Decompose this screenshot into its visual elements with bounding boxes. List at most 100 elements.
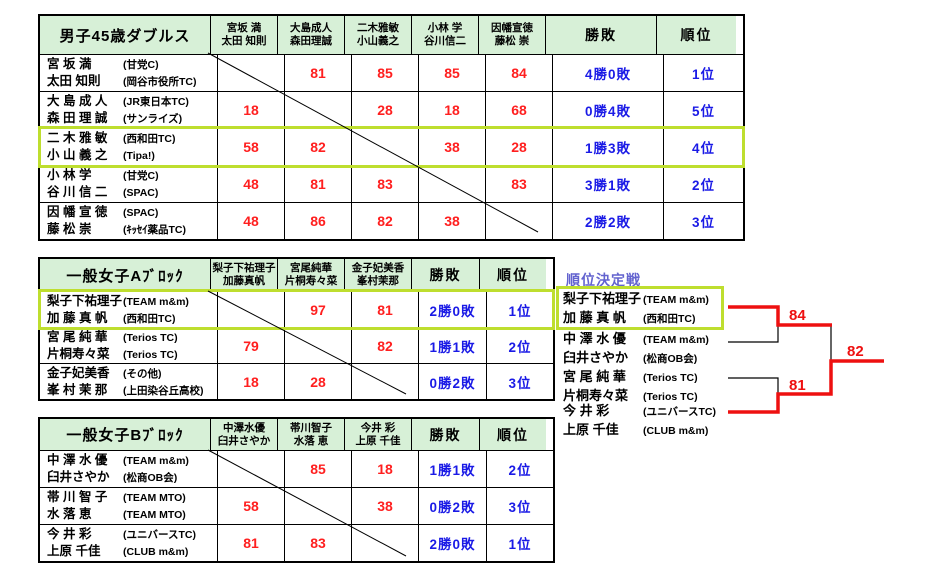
player-1-club: (TEAM m&m) [643,294,709,306]
opponent-name-2: 加藤真帆 [223,275,265,287]
table-row: 梨子下祐理子(TEAM m&m) 加 藤 真 帆 (西和田TC) 97 81 2勝… [38,289,555,330]
rank-cell: 1位 [486,292,553,327]
win-loss-cell: 0勝2敗 [418,488,486,524]
player-1-name: 因 幡 宣 徳 [47,205,108,219]
score-cell: 83 [351,166,418,202]
player-1-club: (TEAM MTO) [123,492,186,504]
player-1-club: (その他) [123,367,162,380]
result-header: 勝敗 [411,259,479,291]
score-cell [217,292,284,327]
opponent-name-1: 帯川智子 [290,421,332,434]
player-2-club: (Terios TC) [643,391,698,403]
score-cell: 18 [418,92,485,128]
opponent-header-cell: 小林 学谷川信二 [411,16,478,54]
score-cell: 79 [217,328,284,363]
player-2-name: 水 落 恵 [47,507,92,521]
player-1-name: 大 島 成 人 [47,94,108,108]
player-1-name: 宮 尾 純 華 [47,329,108,344]
opponent-name-2: 片桐寿々菜 [284,275,338,287]
player-1-name: 宮 坂 満 [47,57,92,71]
opponent-header-cell: 二木雅敏 小山義之 [344,16,411,54]
score-cell: 82 [351,328,418,363]
score-cell: 18 [351,451,418,487]
result-header: 勝敗 [545,16,656,54]
score-cell: 81 [284,55,351,91]
win-loss-cell: 1勝3敗 [552,129,663,165]
score-cell: 38 [418,203,485,239]
player-1-name: 帯 川 智 子 [47,490,108,504]
table-row: 今 井 彩 (ユニバースTC) 上原 千佳 (CLUB m&m) 81 83 2勝0… [40,525,553,561]
rank-cell: 3位 [663,203,743,239]
opponent-name-1: 梨子下祐理子 [212,262,276,274]
opponent-name-1: 宮尾純華 [290,262,332,274]
team-name-cell: 宮 尾 純 華 (Terios TC) 片桐寿々菜 (Terios TC) [40,328,217,363]
table-title: 一般女子Bﾌﾞﾛｯｸ [40,419,210,450]
player-2-club: (Terios TC) [123,348,178,361]
player-2-club: (松商OB会) [123,472,178,484]
bracket-line-loser-team2 [728,325,779,343]
table-row: 大 島 成 人 (JR東日本TC) 森 田 理 誠 (サンライズ) 18 28 18… [40,92,743,129]
player-1-club: (甘党C) [123,170,159,182]
player-2-club: (上田染谷丘高校) [123,384,204,397]
player-1-club: (JR東日本TC) [123,96,189,108]
rank-cell: 2位 [486,328,553,363]
opponent-name-1: 因幡宣徳 [491,22,533,34]
score-cell: 38 [351,488,418,524]
player-2-name: 加 藤 真 帆 [563,310,626,325]
team-name-cell: 宮 坂 満 (甘党C) 太田 知則 (岡谷市役所TC) [40,55,217,91]
team-name-cell: 今 井 彩 (ユニバースTC) 上原 千佳 (CLUB m&m) [40,525,217,561]
opponent-name-1: 大島成人 [290,22,332,34]
win-loss-cell: 4勝0敗 [552,55,663,91]
score-cell: 18 [217,92,284,128]
win-loss-cell: 1勝1敗 [418,451,486,487]
opponent-header-cell: 帯川智子 水落 恵 [277,419,344,450]
table-title: 男子45歳ダブルス [40,16,210,54]
rank-cell: 2位 [663,166,743,202]
rank-cell: 2位 [486,451,553,487]
score-cell [351,525,418,561]
player-2-name: 峯 村 茉 那 [47,382,108,397]
player-1-club: (Terios TC) [123,331,178,344]
player-2-name: 上原 千佳 [47,544,101,558]
bracket-team: 宮 尾 純 華 (Terios TC) 片桐寿々菜 (Terios TC) [563,368,723,406]
player-1-club: (Terios TC) [643,372,698,384]
player-2-name: 森 田 理 誠 [47,111,108,125]
score-cell: 18 [217,364,284,399]
player-2-club: (岡谷市役所TC) [123,76,197,88]
opponent-name-1: 二木雅敏 [357,22,399,34]
results-table-women-b: 一般女子Bﾌﾞﾛｯｸ 中澤水優 臼井さやか 帯川智子 水落 恵 今井 彩上原 千佳 … [38,417,555,563]
bracket-line-winner-bottom [728,359,884,414]
player-2-name: 谷 川 信 二 [47,185,108,199]
score-cell [418,166,485,202]
opponent-header-cell: 今井 彩上原 千佳 [344,419,411,450]
bracket-score-final: 82 [847,343,864,360]
opponent-name-1: 中澤水優 [223,421,265,434]
table-row: 帯 川 智 子 (TEAM MTO) 水 落 恵 (TEAM MTO) 58 38 … [40,488,553,525]
player-2-club: (西和田TC) [643,313,696,325]
opponent-header-cell: 中澤水優 臼井さやか [210,419,277,450]
player-2-club: (サンライズ) [123,113,183,125]
opponent-name-1: 宮坂 満 [226,22,262,34]
results-table-men45: 男子45歳ダブルス 宮坂 満太田 知則 大島成人 森田理誠 二木雅敏 小山義之 小林… [38,14,745,241]
bracket-team: 中 澤 水 優 (TEAM m&m) 臼井さやか (松商OB会) [563,330,723,368]
bracket-team: 今 井 彩 (ユニバースTC) 上原 千佳 (CLUB m&m) [563,402,723,440]
player-2-name: 片桐寿々菜 [47,346,110,361]
result-header: 勝敗 [411,419,479,450]
opponent-name-2: 水落 恵 [293,434,329,447]
player-1-name: 今 井 彩 [47,527,92,541]
score-cell: 81 [351,292,418,327]
score-cell: 68 [485,92,552,128]
score-cell [351,129,418,165]
table-row: 宮 坂 満 (甘党C) 太田 知則 (岡谷市役所TC) 81 85 85 84 4勝… [40,55,743,92]
player-1-name: 小 林 学 [47,168,92,182]
player-2-name: 小 山 義 之 [47,148,108,162]
player-2-club: (Tipa!) [123,150,155,162]
player-2-name: 藤 松 崇 [47,222,92,236]
team-name-cell: 大 島 成 人 (JR東日本TC) 森 田 理 誠 (サンライズ) [40,92,217,128]
opponent-name-2: 谷川信二 [424,35,466,47]
player-2-name: 加 藤 真 帆 [47,310,108,325]
score-cell [284,328,351,363]
win-loss-cell: 2勝2敗 [552,203,663,239]
player-2-name: 上原 千佳 [563,422,619,437]
bracket-score-semifinal-bottom: 81 [789,377,806,394]
